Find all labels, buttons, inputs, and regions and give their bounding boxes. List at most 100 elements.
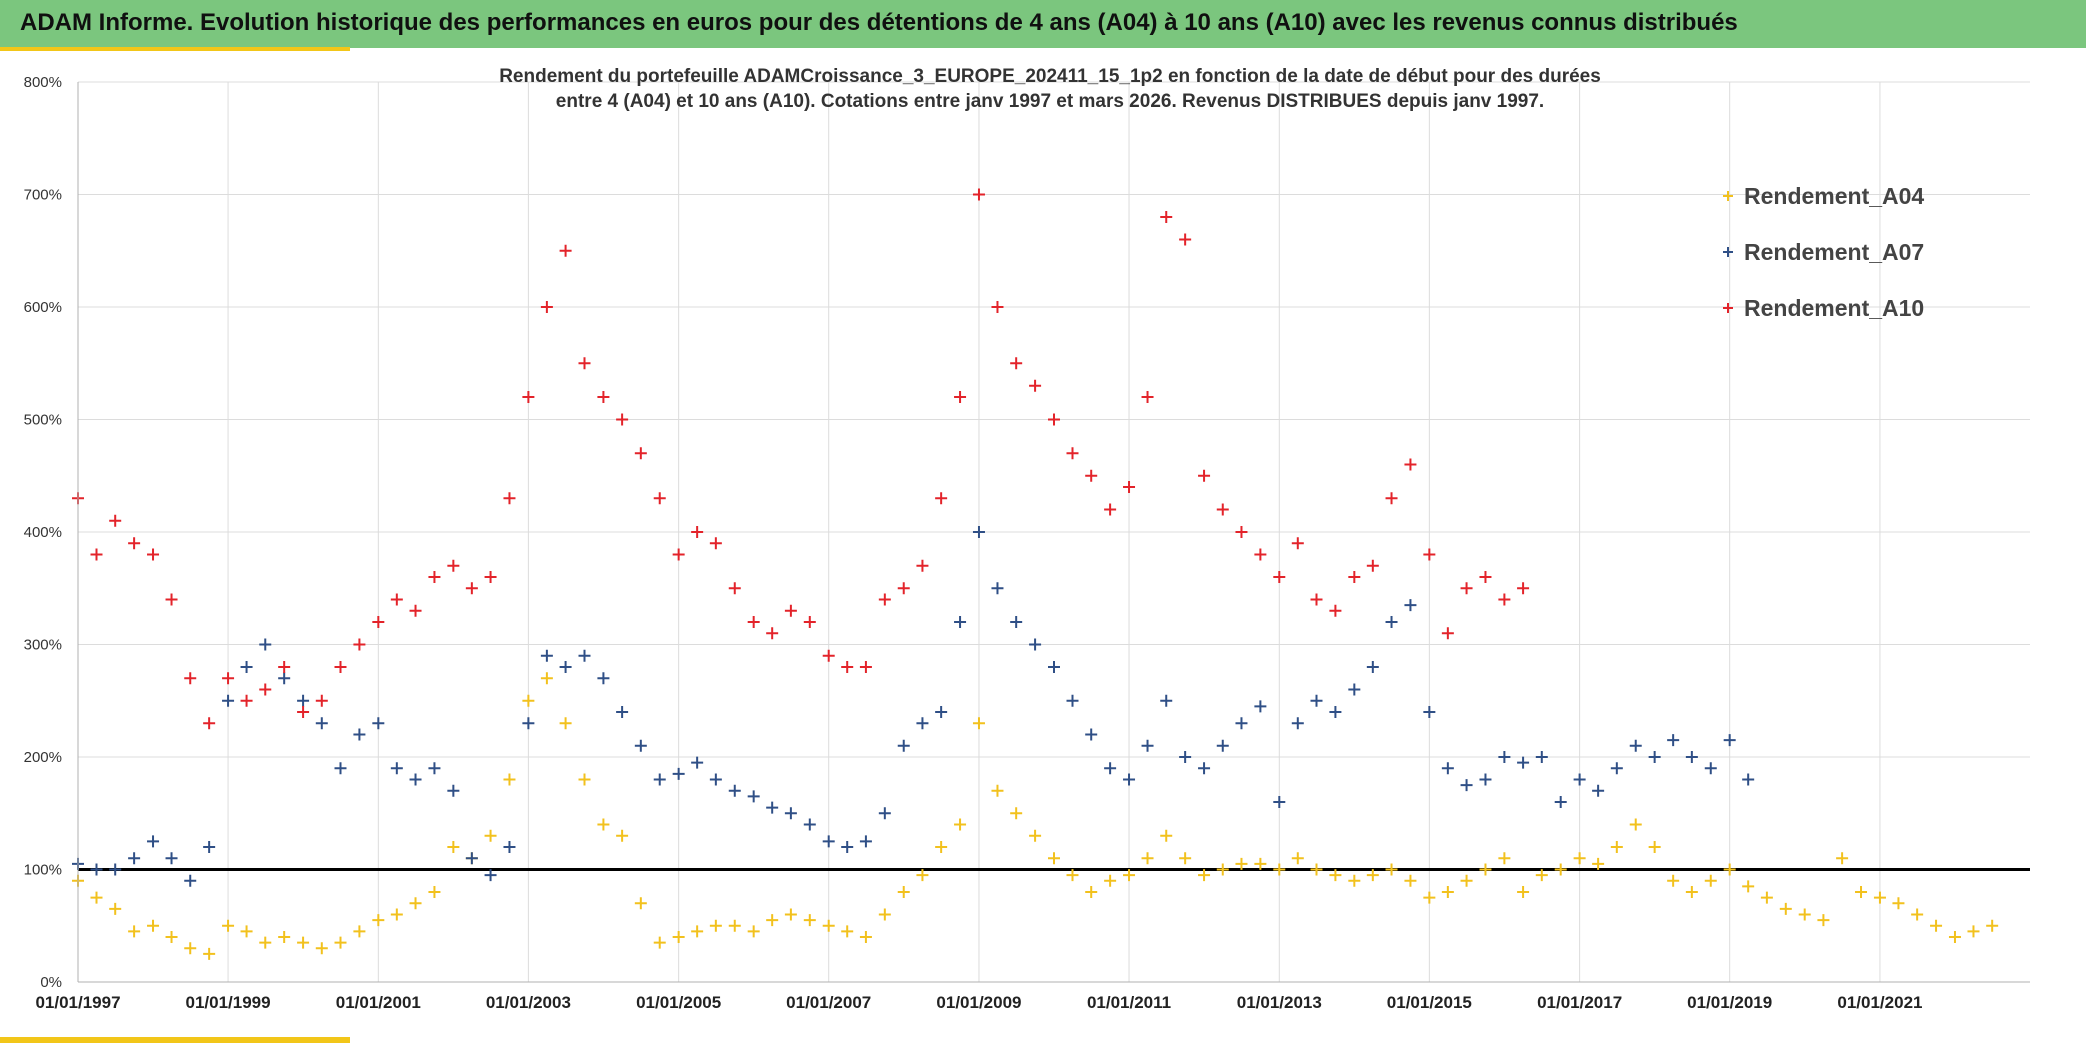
data-point bbox=[578, 649, 591, 662]
data-point bbox=[1648, 751, 1661, 763]
data-point bbox=[1498, 751, 1511, 763]
data-point bbox=[1291, 717, 1304, 730]
data-point bbox=[1273, 571, 1286, 583]
data-point bbox=[1029, 379, 1042, 392]
data-point bbox=[128, 925, 141, 938]
data-point bbox=[1460, 582, 1473, 595]
data-point bbox=[1873, 891, 1886, 904]
legend-label: Rendement_A10 bbox=[1744, 295, 1924, 321]
data-point bbox=[1291, 852, 1304, 865]
data-point bbox=[372, 717, 385, 730]
data-point bbox=[1085, 469, 1098, 482]
data-point bbox=[822, 649, 835, 662]
data-point bbox=[897, 886, 910, 898]
data-point bbox=[1404, 458, 1417, 471]
data-point bbox=[390, 908, 403, 921]
data-point bbox=[1216, 503, 1229, 516]
data-point bbox=[1460, 874, 1473, 887]
data-point bbox=[1366, 869, 1379, 882]
legend-label: Rendement_A04 bbox=[1744, 183, 1924, 209]
data-point bbox=[165, 593, 178, 606]
data-point bbox=[1742, 773, 1755, 786]
data-point bbox=[634, 897, 647, 910]
data-point bbox=[334, 936, 347, 949]
data-point bbox=[1235, 857, 1248, 870]
data-point bbox=[353, 638, 366, 651]
data-point bbox=[841, 661, 854, 673]
legend-marker bbox=[1723, 191, 1733, 201]
data-point bbox=[1048, 413, 1060, 426]
x-tick-label: 01/01/2003 bbox=[486, 993, 571, 1012]
data-point bbox=[1517, 582, 1530, 595]
data-point bbox=[184, 942, 197, 955]
data-point bbox=[897, 582, 910, 595]
data-point bbox=[128, 852, 141, 865]
data-point bbox=[1610, 762, 1623, 775]
data-point bbox=[1667, 874, 1680, 887]
data-point bbox=[540, 301, 553, 313]
data-point bbox=[1798, 908, 1811, 921]
accent-bar-bottom bbox=[0, 1037, 350, 1043]
x-tick-label: 01/01/2013 bbox=[1237, 993, 1322, 1012]
data-point bbox=[1104, 762, 1117, 775]
data-point bbox=[540, 672, 553, 685]
data-point bbox=[1592, 857, 1605, 870]
data-point bbox=[1254, 548, 1267, 561]
data-point bbox=[90, 891, 103, 904]
data-point bbox=[1760, 891, 1773, 904]
data-point bbox=[916, 869, 929, 882]
data-point bbox=[447, 841, 460, 853]
data-point bbox=[1329, 604, 1342, 617]
data-point bbox=[803, 818, 816, 831]
legend-marker bbox=[1723, 247, 1733, 257]
x-tick-label: 01/01/2005 bbox=[636, 993, 721, 1012]
data-point bbox=[822, 835, 835, 848]
y-tick-label: 0% bbox=[40, 974, 62, 991]
data-point bbox=[1779, 902, 1792, 915]
data-point bbox=[278, 672, 291, 685]
data-point bbox=[1554, 863, 1567, 876]
data-point bbox=[1254, 700, 1267, 713]
data-point bbox=[1348, 571, 1361, 583]
x-tick-label: 01/01/2001 bbox=[336, 993, 421, 1012]
x-tick-label: 01/01/1997 bbox=[35, 993, 120, 1012]
data-point bbox=[1836, 852, 1849, 865]
data-point bbox=[1198, 469, 1211, 482]
data-point bbox=[1967, 925, 1980, 938]
data-point bbox=[334, 762, 347, 775]
data-point bbox=[747, 616, 760, 628]
data-point bbox=[278, 931, 291, 943]
data-point bbox=[1817, 914, 1830, 927]
data-point bbox=[991, 784, 1004, 797]
x-tick-label: 01/01/2019 bbox=[1687, 993, 1772, 1012]
data-point bbox=[878, 908, 891, 921]
data-point bbox=[709, 919, 722, 932]
data-point bbox=[184, 874, 197, 887]
data-point bbox=[878, 807, 891, 820]
data-point bbox=[1123, 869, 1136, 882]
data-point bbox=[616, 829, 629, 842]
data-point bbox=[315, 694, 328, 707]
data-point bbox=[428, 886, 441, 898]
data-point bbox=[484, 829, 497, 842]
data-point bbox=[935, 492, 948, 505]
data-point bbox=[1479, 571, 1492, 583]
data-point bbox=[1667, 734, 1680, 747]
data-point bbox=[1029, 638, 1042, 651]
data-point bbox=[1723, 863, 1736, 876]
data-point bbox=[859, 931, 872, 943]
data-point bbox=[859, 661, 872, 673]
x-tick-label: 01/01/2017 bbox=[1537, 993, 1622, 1012]
data-point bbox=[522, 694, 535, 707]
data-point bbox=[653, 492, 666, 505]
data-point bbox=[147, 919, 160, 932]
x-tick-label: 01/01/2021 bbox=[1837, 993, 1922, 1012]
data-point bbox=[728, 919, 741, 932]
data-point bbox=[1441, 886, 1454, 898]
data-point bbox=[1273, 796, 1286, 808]
data-point bbox=[147, 835, 160, 848]
data-point bbox=[428, 762, 441, 775]
legend-marker bbox=[1723, 303, 1733, 313]
data-point bbox=[222, 672, 235, 685]
data-point bbox=[1010, 357, 1023, 370]
